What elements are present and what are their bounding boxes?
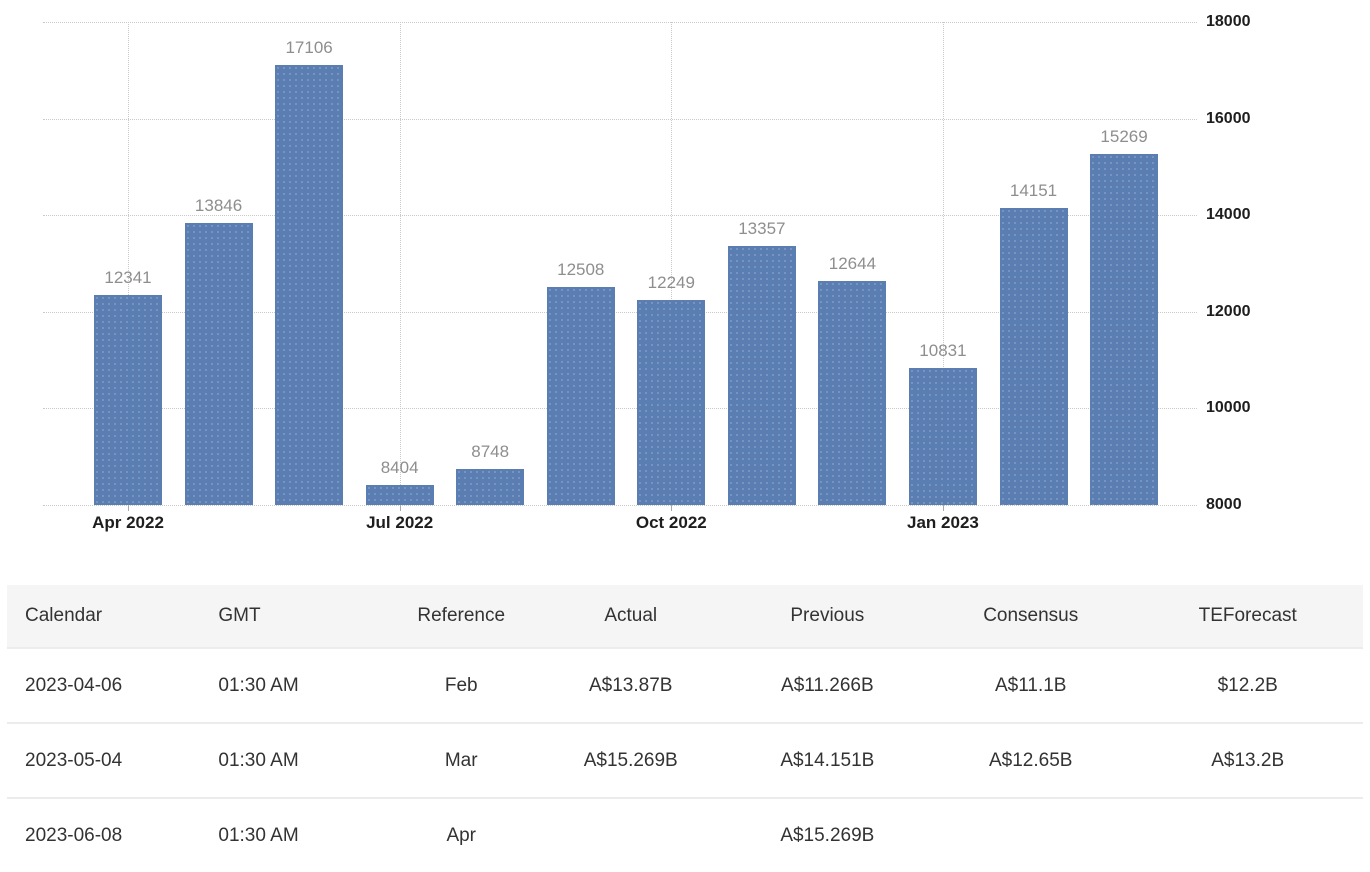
x-axis-tick-mark — [128, 505, 129, 511]
bar-value-label: 14151 — [1009, 180, 1058, 200]
table-row: 2023-06-08 01:30 AM Apr A$15.269B — [7, 798, 1363, 872]
bar-value-label: 8748 — [471, 441, 510, 461]
bar-value-label: 12341 — [104, 268, 152, 288]
column-header-consensus: Consensus — [983, 605, 1079, 626]
gridline-horizontal — [43, 22, 1197, 23]
cell-reference: Apr — [446, 824, 477, 846]
cell-actual — [536, 798, 726, 872]
x-axis-tick-mark — [671, 505, 673, 511]
bar — [637, 299, 706, 505]
y-axis-tick-label: 8000 — [1206, 496, 1242, 513]
gridline-vertical — [671, 22, 673, 505]
gridline-horizontal — [43, 118, 1197, 120]
cell-teforecast: A$13.2B — [1211, 749, 1285, 771]
bar-value-label: 8404 — [380, 458, 419, 478]
bar — [999, 207, 1068, 505]
y-axis-tick-label: 18000 — [1206, 13, 1251, 30]
x-axis-tick-label: Jan 2023 — [907, 513, 979, 532]
cell-actual: A$15.269B — [583, 749, 678, 771]
cell-reference: Mar — [444, 749, 478, 771]
bar-value-label: 10831 — [919, 341, 967, 361]
cell-consensus: A$12.65B — [988, 749, 1073, 771]
cell-previous: A$11.266B — [781, 674, 874, 696]
gridline-vertical — [399, 22, 401, 505]
calendar-table-header: Calendar GMT Reference Actual Previous Consen… — [7, 585, 1363, 648]
bar-value-label: 17106 — [285, 38, 333, 58]
y-axis-tick-label: 16000 — [1206, 109, 1251, 127]
cell-teforecast — [1132, 798, 1363, 872]
gridline-vertical — [942, 22, 944, 505]
bar — [1090, 153, 1159, 505]
x-axis-tick-label: Jul 2022 — [366, 513, 434, 532]
gridline-horizontal — [43, 215, 1197, 217]
column-header-previous: Previous — [790, 605, 865, 626]
bar-value-label: 12508 — [557, 260, 605, 280]
gridline-horizontal — [43, 505, 1197, 506]
cell-gmt: 01:30 AM — [218, 674, 299, 696]
y-axis-tick-label: 10000 — [1206, 399, 1251, 417]
column-header-reference: Reference — [417, 605, 506, 626]
column-header-calendar: Calendar — [25, 605, 103, 626]
y-axis-tick-label: 12000 — [1206, 302, 1251, 320]
bar — [184, 222, 253, 505]
bar-value-label: 12249 — [647, 272, 695, 292]
bar — [456, 468, 525, 505]
cell-previous: A$14.151B — [780, 749, 875, 771]
table-row: 2023-04-06 01:30 AM Feb A$13.87B A$11.266B A$… — [7, 648, 1363, 723]
x-axis-tick-mark — [399, 505, 401, 511]
gridline-horizontal — [43, 408, 1197, 410]
cell-previous: A$15.269B — [780, 824, 875, 846]
bar-value-label: 12644 — [828, 253, 877, 273]
bar — [275, 65, 344, 505]
cell-consensus — [929, 798, 1132, 872]
cell-reference: Feb — [444, 674, 478, 696]
bar — [908, 368, 977, 505]
bar — [365, 485, 434, 505]
bar-value-label: 13357 — [738, 219, 786, 239]
bar — [546, 287, 615, 505]
table-row: 2023-05-04 01:30 AM Mar A$15.269B A$14.151B A… — [7, 723, 1363, 798]
cell-calendar: 2023-06-08 — [25, 824, 123, 846]
cell-calendar: 2023-05-04 — [25, 749, 123, 771]
cell-gmt: 01:30 AM — [218, 749, 299, 771]
cell-actual: A$13.87B — [588, 674, 673, 696]
x-axis-tick-mark — [942, 505, 944, 511]
cell-gmt: 01:30 AM — [218, 824, 299, 846]
bar-chart: 8000 10000 12000 14000 16000 18000 Apr 2022 Jul… — [43, 13, 1251, 532]
bar — [727, 246, 796, 505]
column-header-gmt: GMT — [218, 605, 261, 626]
y-axis-tick-label: 14000 — [1206, 206, 1251, 224]
bar — [94, 295, 162, 505]
cell-consensus: A$11.1B — [994, 674, 1067, 696]
calendar-table: Calendar GMT Reference Actual Previous Consen… — [7, 585, 1363, 872]
x-axis-tick-label: Oct 2022 — [635, 513, 707, 532]
column-header-teforecast: TEForecast — [1198, 605, 1297, 626]
gridline-horizontal — [43, 311, 1197, 313]
cell-calendar: 2023-04-06 — [25, 674, 123, 696]
calendar-table-section: Calendar GMT Reference Actual Previous Consen… — [7, 585, 1363, 872]
gridline-vertical — [128, 22, 129, 505]
x-axis-tick-label: Apr 2022 — [92, 513, 164, 532]
column-header-actual: Actual — [604, 605, 658, 626]
bar-value-label: 15269 — [1100, 126, 1148, 146]
cell-teforecast: $12.2B — [1217, 674, 1278, 696]
bar — [818, 280, 887, 505]
bar-value-label: 13846 — [194, 195, 243, 215]
